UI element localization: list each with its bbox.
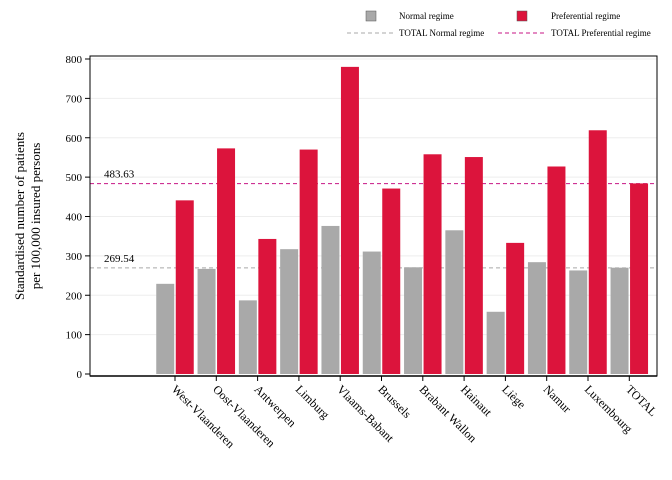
bar-preferential-regime	[423, 154, 442, 374]
bar-normal-regime	[445, 230, 464, 374]
bars	[156, 66, 649, 374]
y-axis-title-line: per 100,000 insured persons	[28, 143, 43, 290]
y-tick-label: 400	[66, 212, 83, 224]
axis-titles: Standardised number of patients per 100,0…	[12, 132, 43, 300]
bar-preferential-regime	[299, 149, 318, 374]
y-tick-label: 500	[66, 172, 83, 184]
bar-preferential-regime	[588, 130, 607, 374]
bar-normal-regime	[610, 267, 629, 374]
bar-normal-regime	[486, 311, 505, 374]
x-tick-label: Liège	[499, 382, 528, 411]
bar-preferential-regime	[506, 242, 525, 374]
y-tick-label: 0	[77, 369, 83, 381]
x-tick-label: Namur	[541, 382, 574, 415]
legend-label-total-preferential: TOTAL Preferential regime	[551, 28, 651, 38]
bar-normal-regime	[197, 268, 216, 374]
bar-normal-regime	[362, 251, 381, 374]
reference-line-label: 483.63	[104, 169, 135, 181]
bar-preferential-regime	[175, 200, 194, 374]
y-tick-label: 800	[66, 54, 83, 66]
legend-swatch-preferential-regime	[516, 10, 528, 22]
bar-preferential-regime	[258, 238, 277, 374]
bar-preferential-regime	[630, 183, 649, 374]
legend: Normal regime Preferential regime TOTAL No…	[347, 10, 651, 38]
y-tick-label: 100	[66, 330, 83, 342]
bar-normal-regime	[280, 249, 299, 374]
bar-normal-regime	[156, 283, 175, 374]
bar-preferential-regime	[547, 166, 566, 374]
x-tick-label: Brussels	[375, 382, 414, 421]
y-tick-label: 700	[66, 93, 83, 105]
bar-normal-regime	[527, 262, 546, 374]
bar-preferential-regime	[340, 66, 359, 374]
legend-label-normal-regime: Normal regime	[399, 11, 454, 21]
bar-preferential-regime	[382, 188, 401, 374]
bar-preferential-regime	[464, 157, 483, 374]
x-tick-label: TOTAL	[623, 382, 660, 419]
y-tick-label: 300	[66, 251, 83, 263]
bar-normal-regime	[404, 267, 423, 374]
y-tick-label: 600	[66, 133, 83, 145]
bar-normal-regime	[569, 270, 588, 374]
y-tick-label: 200	[66, 290, 83, 302]
y-axis-title-line: Standardised number of patients	[12, 132, 27, 300]
x-tick-label: Hainaut	[458, 382, 495, 419]
bar-normal-regime	[238, 300, 257, 374]
reference-line-label: 269.54	[104, 253, 135, 265]
x-tick-label: Limburg	[293, 382, 332, 421]
legend-label-total-normal: TOTAL Normal regime	[399, 28, 484, 38]
bar-normal-regime	[321, 225, 340, 374]
bar-preferential-regime	[217, 148, 236, 374]
legend-label-preferential-regime: Preferential regime	[551, 11, 620, 21]
legend-swatch-normal-regime	[365, 10, 377, 22]
